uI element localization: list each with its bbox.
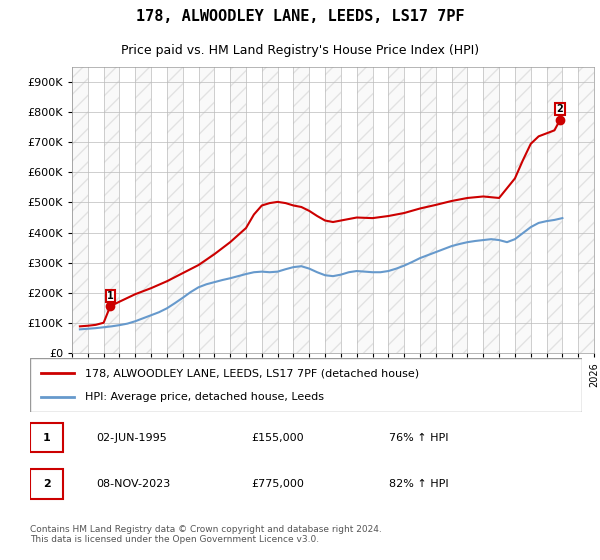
Text: 2: 2 bbox=[557, 104, 563, 114]
FancyBboxPatch shape bbox=[555, 103, 565, 115]
Text: Price paid vs. HM Land Registry's House Price Index (HPI): Price paid vs. HM Land Registry's House … bbox=[121, 44, 479, 57]
Text: 1: 1 bbox=[43, 432, 50, 442]
Text: 178, ALWOODLEY LANE, LEEDS, LS17 7PF: 178, ALWOODLEY LANE, LEEDS, LS17 7PF bbox=[136, 10, 464, 24]
Text: HPI: Average price, detached house, Leeds: HPI: Average price, detached house, Leed… bbox=[85, 391, 324, 402]
Text: 178, ALWOODLEY LANE, LEEDS, LS17 7PF (detached house): 178, ALWOODLEY LANE, LEEDS, LS17 7PF (de… bbox=[85, 368, 419, 379]
FancyBboxPatch shape bbox=[30, 469, 63, 498]
FancyBboxPatch shape bbox=[30, 423, 63, 452]
Text: 2: 2 bbox=[43, 479, 50, 489]
Text: 02-JUN-1995: 02-JUN-1995 bbox=[96, 432, 167, 442]
Text: 08-NOV-2023: 08-NOV-2023 bbox=[96, 479, 170, 489]
FancyBboxPatch shape bbox=[106, 290, 115, 302]
Text: 76% ↑ HPI: 76% ↑ HPI bbox=[389, 432, 448, 442]
FancyBboxPatch shape bbox=[30, 358, 582, 412]
Text: £155,000: £155,000 bbox=[251, 432, 304, 442]
Text: 1: 1 bbox=[107, 291, 113, 301]
Text: 82% ↑ HPI: 82% ↑ HPI bbox=[389, 479, 448, 489]
Text: £775,000: £775,000 bbox=[251, 479, 304, 489]
Text: Contains HM Land Registry data © Crown copyright and database right 2024.
This d: Contains HM Land Registry data © Crown c… bbox=[30, 525, 382, 544]
